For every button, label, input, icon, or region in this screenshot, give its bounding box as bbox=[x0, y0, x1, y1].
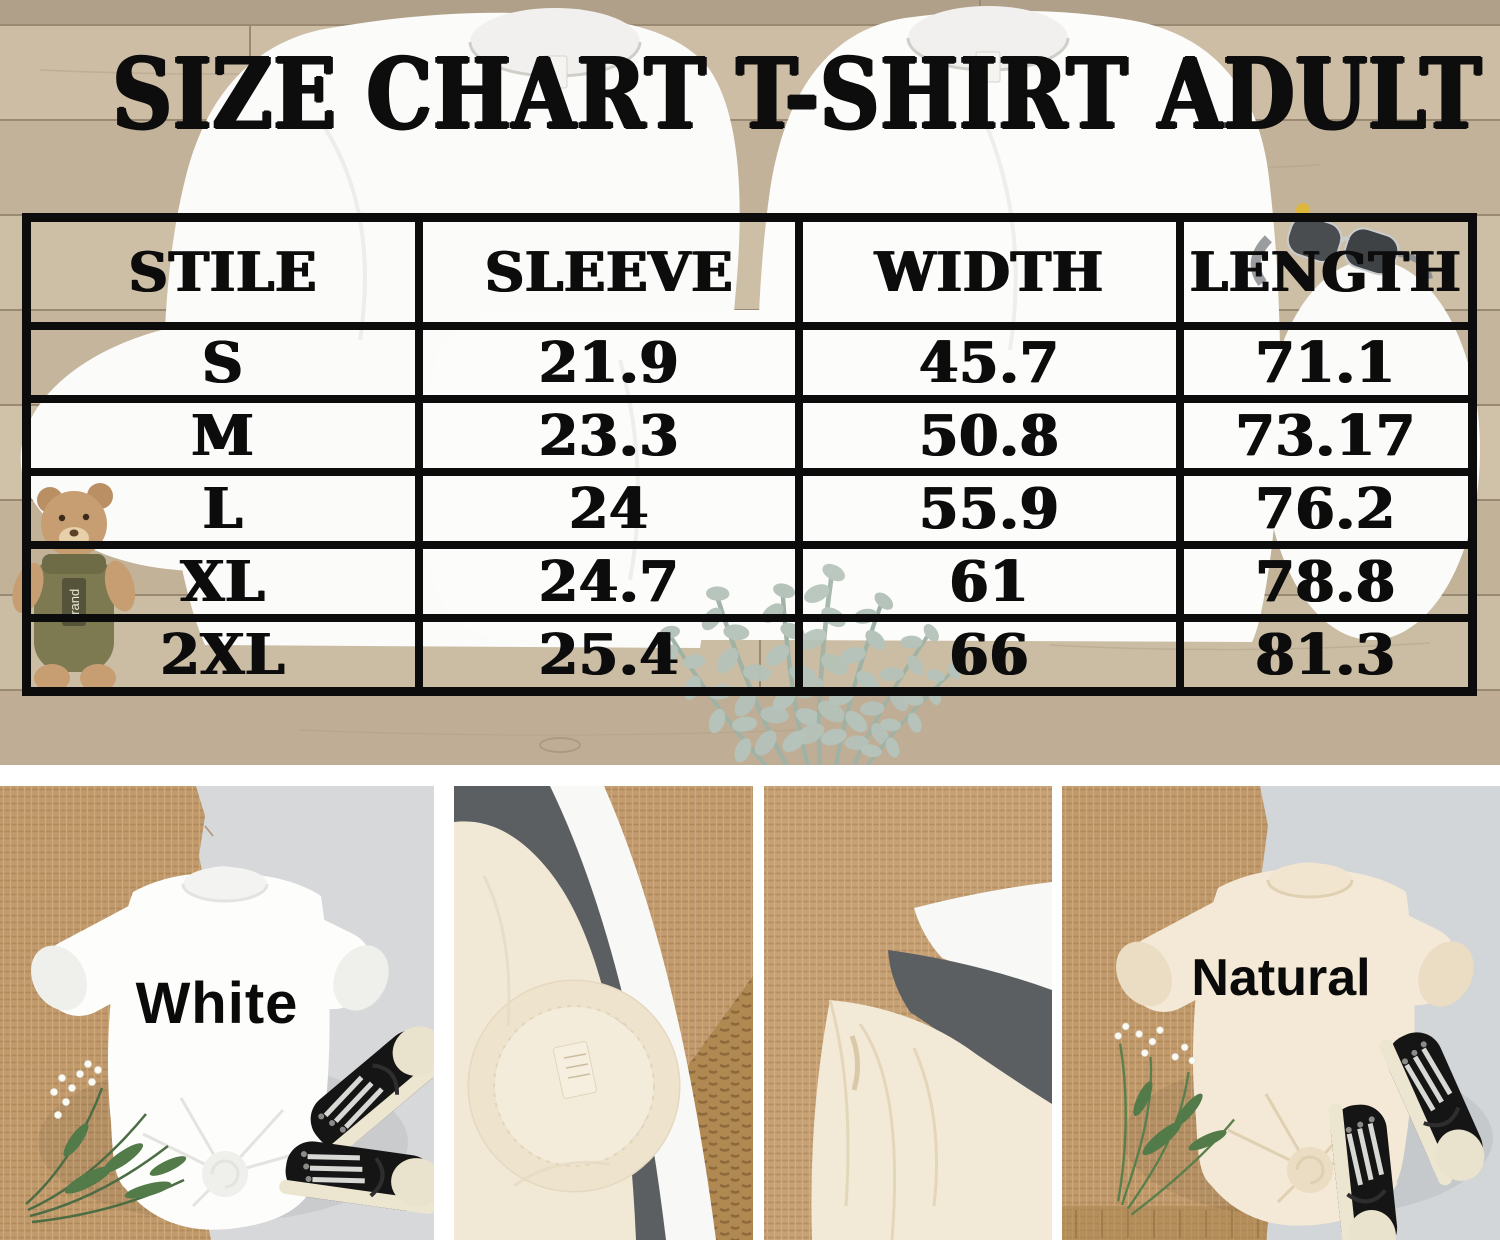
cell-size: 2XL bbox=[160, 622, 286, 688]
collar-photo-art bbox=[454, 786, 753, 1240]
colorway-label-natural: Natural bbox=[1191, 949, 1371, 1007]
table-row-l: L 24 55.9 76.2 bbox=[31, 468, 1468, 542]
natural-photo-art bbox=[1062, 786, 1500, 1240]
cell-length: 71.1 bbox=[1175, 330, 1468, 396]
flowers-illustration bbox=[1114, 1022, 1236, 1216]
cell-sleeve: 24 bbox=[415, 476, 795, 542]
cell-width: 55.9 bbox=[795, 476, 1175, 542]
photo-natural-tshirt: Natural bbox=[1062, 786, 1500, 1240]
cell-sleeve: 23.3 bbox=[415, 403, 795, 469]
cell-width: 50.8 bbox=[795, 403, 1175, 469]
size-table: STILE SLEEVE WIDTH LENGTH S 21.9 45.7 71… bbox=[22, 213, 1477, 696]
cell-width: 66 bbox=[795, 622, 1175, 688]
cell-size: L bbox=[202, 476, 244, 542]
cell-length: 78.8 bbox=[1175, 549, 1468, 615]
cell-width: 45.7 bbox=[795, 330, 1175, 396]
cell-sleeve: 21.9 bbox=[415, 330, 795, 396]
cell-sleeve: 24.7 bbox=[415, 549, 795, 615]
cell-length: 76.2 bbox=[1175, 476, 1468, 542]
greenery-illustration bbox=[25, 1060, 187, 1224]
cell-width: 61 bbox=[795, 549, 1175, 615]
cell-size: S bbox=[202, 330, 244, 396]
colorway-label-white: White bbox=[135, 971, 299, 1036]
collar-left-shirt bbox=[470, 8, 640, 76]
table-header-row: STILE SLEEVE WIDTH LENGTH bbox=[31, 222, 1468, 322]
teddy-bear-illustration: brand bbox=[12, 483, 136, 692]
white-photo-art bbox=[0, 786, 434, 1240]
natural-sleeve bbox=[811, 1000, 1052, 1240]
hero-photo: brand bbox=[0, 0, 1500, 765]
collar-detail bbox=[467, 979, 681, 1193]
sunglasses-illustration bbox=[1250, 203, 1433, 287]
cell-size: XL bbox=[180, 549, 266, 615]
cell-length: 73.17 bbox=[1175, 403, 1468, 469]
page-title: SIZE CHART T-SHIRT ADULT bbox=[112, 37, 1483, 151]
photo-white-tshirt: White bbox=[0, 786, 434, 1240]
photo-collar-closeup bbox=[454, 786, 753, 1240]
table-row-2xl: 2XL 25.4 66 81.3 bbox=[31, 614, 1468, 688]
table-row-s: S 21.9 45.7 71.1 bbox=[31, 322, 1468, 396]
col-header-length: LENGTH bbox=[1175, 222, 1468, 322]
col-header-width: WIDTH bbox=[795, 222, 1175, 322]
cell-length: 81.3 bbox=[1175, 622, 1468, 688]
teddy-brand-label: brand bbox=[67, 589, 82, 622]
cell-sleeve: 25.4 bbox=[415, 622, 795, 688]
photo-sleeve-closeup bbox=[764, 786, 1052, 1240]
col-header-sleeve: SLEEVE bbox=[415, 222, 795, 322]
col-header-stile: STILE bbox=[128, 240, 318, 304]
colorway-gallery: White bbox=[0, 786, 1500, 1240]
cell-size: M bbox=[191, 403, 255, 469]
white-shirt-layer bbox=[914, 882, 1052, 994]
collar-right-shirt bbox=[908, 6, 1068, 70]
charcoal-shirt-layer bbox=[888, 950, 1052, 1108]
table-row-m: M 23.3 50.8 73.17 bbox=[31, 395, 1468, 469]
sleeve-photo-art bbox=[764, 786, 1052, 1240]
table-row-xl: XL 24.7 61 78.8 bbox=[31, 541, 1468, 615]
